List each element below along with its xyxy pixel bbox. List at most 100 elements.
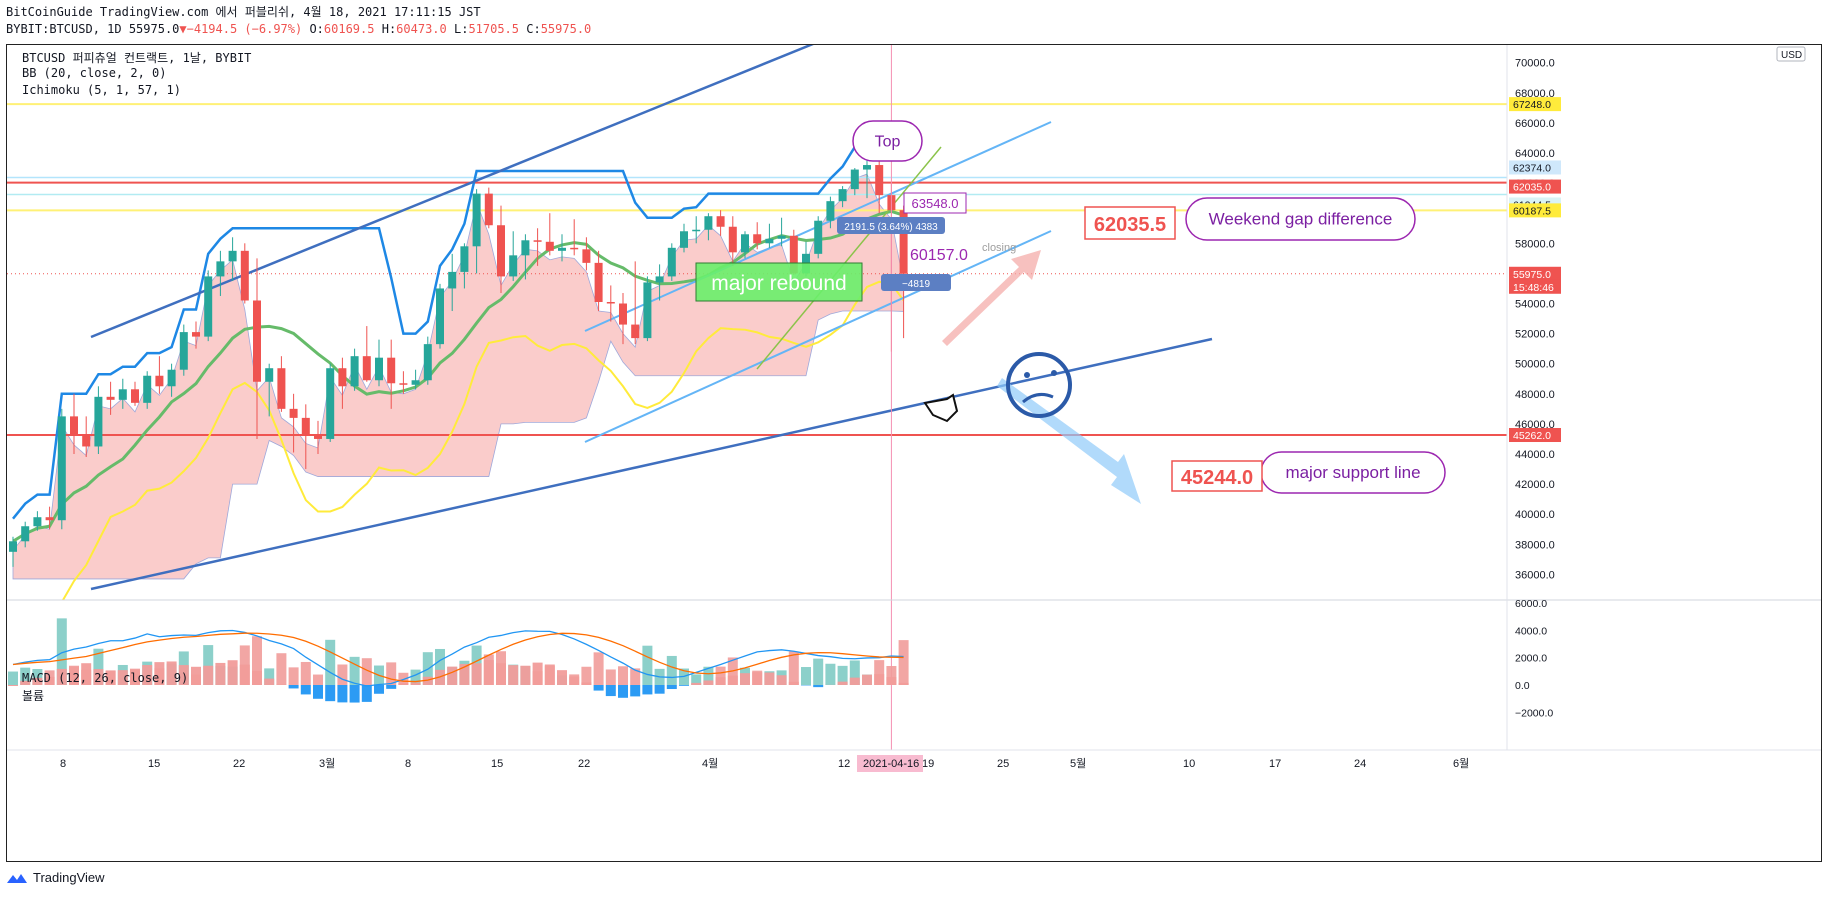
macd-histogram-bar (32, 677, 43, 685)
rebound-text: major rebound (711, 272, 846, 295)
macd-histogram-bar (44, 676, 55, 685)
footer-brand[interactable]: TradingView (6, 870, 105, 885)
candle-body (680, 231, 688, 248)
time-axis-label: 22 (233, 758, 245, 770)
candle-body (277, 368, 286, 409)
sad-face-eye-icon (1051, 370, 1057, 376)
price-tick-label: 38000.0 (1515, 539, 1555, 551)
time-axis-label: 8 (60, 758, 66, 770)
candle-body (631, 324, 640, 339)
candle-body (9, 541, 17, 552)
candle-body (228, 250, 237, 262)
candle-body (484, 193, 493, 226)
legend-volume[interactable]: 볼륨 (22, 689, 45, 703)
candle-body (814, 220, 823, 254)
price-tick-label: 50000.0 (1515, 359, 1555, 371)
candle-body (570, 247, 579, 250)
candle-body (338, 368, 347, 387)
chart-frame[interactable]: 70000.068000.066000.064000.062000.060000… (6, 44, 1822, 862)
top-callout-bubble (852, 120, 923, 162)
candle-body (240, 250, 249, 301)
macd-histogram-bar (642, 685, 653, 695)
price-badge-label: 45262.0 (1513, 430, 1551, 442)
candle-body (289, 408, 298, 418)
candle-body (692, 229, 701, 232)
macd-histogram-bar (581, 682, 592, 685)
candle-body (460, 246, 469, 272)
price-tick-label: 70000.0 (1515, 58, 1555, 70)
weekend-gap-callout-text: Weekend gap difference (1209, 210, 1393, 229)
candle-body (57, 416, 66, 521)
volume-bar (837, 665, 848, 685)
volume-bar (313, 674, 323, 685)
trend-line (584, 230, 1052, 443)
bollinger-basis-line (12, 209, 905, 543)
macd-histogram-bar (715, 677, 726, 685)
volume-bar (20, 667, 31, 685)
price-tick-label: 66000.0 (1515, 118, 1555, 130)
legend-bb[interactable]: BB (20, close, 2, 0) (22, 66, 167, 80)
candle-body (716, 216, 725, 227)
candle-body (192, 332, 200, 337)
candle-body (619, 303, 627, 325)
macd-histogram-bar (154, 662, 165, 685)
candle-body (167, 369, 176, 387)
candle-body (301, 417, 310, 435)
volume-bar (337, 664, 348, 685)
macd-line (12, 629, 904, 687)
candle-body (838, 189, 847, 202)
candle-body (789, 235, 798, 274)
weekend-gap-callout-bubble (1185, 197, 1416, 241)
candle-body (899, 210, 908, 274)
candle-body (143, 375, 152, 403)
time-axis-label: 15 (491, 758, 503, 770)
candle-body (558, 247, 566, 251)
macd-histogram-bar (764, 672, 775, 685)
volume-bar (32, 669, 43, 685)
legend-macd[interactable]: MACD (12, 26, close, 9) (22, 671, 189, 685)
price-tick-label: 40000.0 (1515, 509, 1555, 521)
high-label-text: 63548.0 (912, 196, 959, 211)
price-badge (1509, 279, 1561, 294)
high-label-box (903, 192, 967, 214)
volume-bar (813, 658, 824, 685)
candle-body (326, 368, 335, 439)
macd-tick-label: 4000.0 (1515, 625, 1547, 637)
macd-histogram-bar (740, 673, 750, 685)
volume-bar (691, 674, 702, 685)
volume-bar (300, 661, 311, 685)
candle-body (765, 238, 774, 244)
volume-bar (825, 663, 836, 685)
legend-title: BTCUSD 퍼피츄얼 컨트랙트, 1날, BYBIT (22, 51, 252, 65)
candle-body (667, 247, 676, 277)
up-arrow-icon (942, 250, 1041, 346)
price-tag-text: 60157.0 (910, 247, 968, 264)
candle-body (314, 434, 322, 439)
macd-histogram-bar (837, 681, 848, 685)
chart-canvas[interactable]: 70000.068000.066000.064000.062000.060000… (7, 45, 1821, 861)
macd-histogram-bar (496, 663, 506, 685)
price-tick-label: 36000.0 (1515, 569, 1555, 581)
macd-histogram-bar (508, 665, 519, 685)
volume-bar (715, 666, 726, 685)
price-tick-label: 44000.0 (1515, 449, 1555, 461)
price-tick-label: 52000.0 (1515, 329, 1555, 341)
candle-body (863, 165, 871, 170)
macd-histogram-bar (459, 663, 470, 685)
legend-ichimoku[interactable]: Ichimoku (5, 1, 57, 1) (22, 83, 181, 97)
measure-up-text: 2191.5 (3.64%) 4383 (844, 222, 938, 233)
price-change: −4194.5 (−6.97%) (186, 22, 303, 36)
macd-histogram-bar (544, 664, 555, 685)
volume-bar (605, 669, 616, 685)
macd-histogram-bar (56, 668, 67, 685)
volume-bar (581, 666, 592, 685)
candle-body (704, 216, 713, 230)
volume-bar (264, 668, 275, 685)
macd-histogram-bar (813, 685, 824, 688)
volume-bar (325, 639, 336, 685)
candle-body (45, 517, 54, 521)
candle-body (606, 301, 615, 304)
volume-bar (349, 656, 360, 685)
macd-histogram-bar (703, 680, 714, 685)
time-axis-label: 25 (997, 758, 1009, 770)
